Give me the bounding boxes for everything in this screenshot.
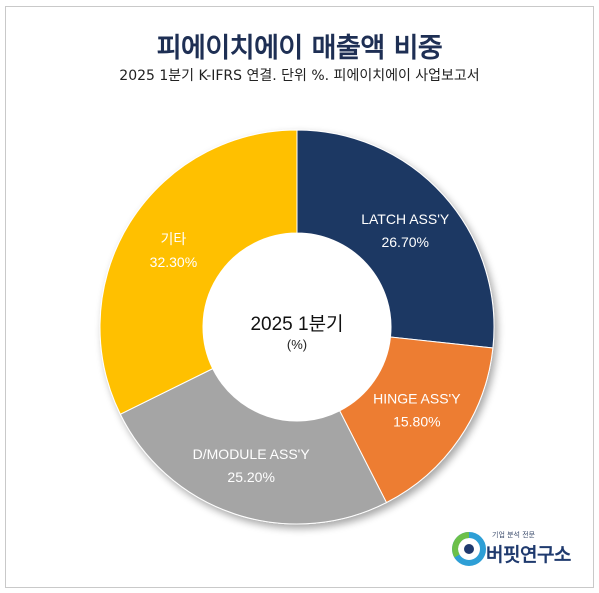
- logo-name: 버핏연구소: [486, 544, 571, 566]
- logo-mark-icon: [452, 532, 486, 566]
- center-label: 2025 1분기: [250, 313, 343, 335]
- buffett-institute-logo: 기업 분석 전문 버핏연구소: [452, 528, 592, 568]
- slice-category-label: LATCH ASS'Y: [361, 211, 450, 227]
- chart-frame: [5, 6, 594, 588]
- center-unit: (%): [287, 337, 307, 352]
- chart-subtitle: 2025 1분기 K-IFRS 연결. 단위 %. 피에이치에이 사업보고서: [119, 68, 480, 84]
- slice-labels: LATCH ASS'Y 26.70% HINGE ASS'Y 15.80% D/MODU…: [150, 211, 462, 485]
- slice-category-label: D/MODULE ASS'Y: [193, 446, 311, 462]
- chart-title: 피에이치에이 매출액 비중: [156, 33, 443, 64]
- logo-tagline: 기업 분석 전문: [492, 531, 536, 539]
- slice-category-label: HINGE ASS'Y: [373, 391, 461, 407]
- donut-slices: [99, 129, 495, 525]
- slice-value-label: 15.80%: [393, 414, 440, 430]
- slice-category-label: 기타: [161, 231, 187, 247]
- donut-hole: [203, 233, 391, 421]
- slice-value-label: 26.70%: [381, 234, 428, 250]
- slice-value-label: 32.30%: [150, 254, 197, 270]
- slice-value-label: 25.20%: [227, 469, 274, 485]
